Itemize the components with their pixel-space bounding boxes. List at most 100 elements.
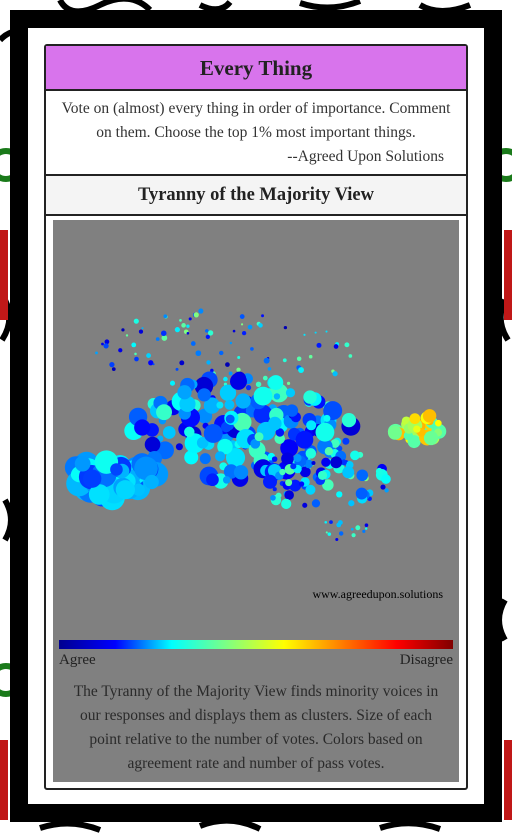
- cluster-point: [245, 385, 252, 391]
- cluster-point: [184, 426, 195, 438]
- cluster-point: [240, 323, 244, 326]
- cluster-point: [219, 384, 237, 401]
- legend-low: Agree: [59, 652, 96, 668]
- cluster-point: [216, 401, 224, 409]
- caption: The Tyranny of the Majority View finds m…: [73, 683, 439, 772]
- cluster-point: [207, 330, 214, 336]
- cluster-point: [175, 367, 179, 371]
- cluster-point: [196, 436, 209, 449]
- cluster-point: [384, 488, 389, 493]
- card: Every Thing Vote on (almost) every thing…: [44, 44, 468, 790]
- cluster-point: [409, 413, 421, 425]
- cluster-point: [210, 368, 214, 371]
- cluster-point: [193, 312, 199, 318]
- cluster-point: [355, 525, 361, 531]
- stripe: [504, 740, 512, 820]
- cluster-point: [285, 388, 296, 398]
- cluster-point: [198, 308, 204, 314]
- cluster-point: [362, 529, 366, 533]
- cluster-point: [344, 342, 350, 348]
- cluster-point: [215, 451, 226, 462]
- cluster-point: [247, 324, 253, 330]
- description-text: Vote on (almost) every thing in order of…: [61, 100, 451, 141]
- cluster-point: [364, 523, 369, 528]
- cluster-point: [146, 353, 151, 358]
- cluster-point: [156, 404, 173, 421]
- cluster-point: [324, 520, 328, 524]
- cluster-point: [340, 459, 347, 466]
- cluster-point: [205, 329, 209, 333]
- cluster-point: [290, 463, 297, 470]
- cluster-point: [317, 470, 328, 480]
- cluster-point: [279, 468, 286, 476]
- cluster-point: [342, 437, 350, 445]
- cluster-point: [305, 484, 316, 495]
- view-panel: www.agreedupon.solutions Agree Disagree …: [53, 220, 459, 782]
- cluster-point: [275, 428, 285, 437]
- cluster-point: [298, 481, 305, 487]
- cluster-point: [109, 361, 115, 368]
- cluster-point: [267, 367, 272, 371]
- cluster-point: [228, 371, 233, 376]
- cluster-point: [197, 388, 211, 402]
- cluster-point: [263, 357, 270, 364]
- cluster-point: [237, 356, 241, 360]
- cluster-point: [148, 360, 154, 366]
- cluster-point: [217, 438, 233, 455]
- cluster-point: [131, 342, 137, 348]
- cluster-point: [179, 360, 185, 366]
- cluster-point: [298, 367, 305, 373]
- cluster-point: [199, 453, 211, 465]
- cluster-point: [321, 457, 331, 467]
- cluster-point: [285, 479, 293, 487]
- cluster-point: [380, 484, 386, 490]
- cluster-point: [296, 356, 302, 361]
- cluster-point: [219, 350, 224, 356]
- cluster-point: [184, 450, 199, 465]
- cluster-point: [282, 358, 287, 363]
- cluster-point: [236, 367, 241, 372]
- cluster-point: [364, 527, 368, 530]
- cluster-point: [82, 469, 102, 488]
- cluster-point: [356, 469, 369, 482]
- cluster-point: [422, 409, 437, 423]
- cluster-point: [111, 367, 116, 371]
- cluster-point: [229, 372, 247, 390]
- cluster-point: [206, 473, 219, 487]
- color-scale: [59, 640, 453, 649]
- cluster-point: [311, 499, 321, 508]
- cluster-point: [239, 314, 245, 319]
- cluster-point: [303, 390, 317, 404]
- cluster-point: [121, 328, 125, 332]
- cluster-point: [253, 404, 273, 424]
- cluster-point: [225, 414, 235, 424]
- cluster-point: [286, 381, 291, 385]
- cluster-point: [186, 331, 190, 335]
- cluster-point: [283, 325, 288, 330]
- cluster-point: [195, 350, 202, 357]
- cluster-point: [206, 360, 211, 365]
- cluster-point: [316, 342, 322, 348]
- cluster-point: [160, 330, 167, 337]
- cluster-point: [104, 339, 110, 345]
- cluster-point: [271, 456, 278, 462]
- cluster-point: [174, 327, 181, 333]
- cluster-point: [74, 455, 91, 472]
- description: Vote on (almost) every thing in order of…: [46, 91, 466, 176]
- cluster-point: [330, 456, 343, 469]
- cluster-point: [350, 527, 354, 531]
- cluster-point: [118, 348, 123, 353]
- cluster-point: [332, 371, 338, 377]
- watermark: www.agreedupon.solutions: [312, 587, 443, 601]
- cluster-point: [336, 522, 342, 528]
- view-title: Tyranny of the Majority View: [46, 176, 466, 216]
- cluster-point: [155, 337, 160, 341]
- cluster-point: [348, 354, 353, 358]
- cluster-point: [261, 314, 265, 318]
- cluster-point: [302, 502, 308, 508]
- cluster-point: [322, 479, 334, 491]
- cluster-point: [336, 491, 343, 498]
- cluster-point: [186, 324, 190, 328]
- cluster-point: [115, 480, 135, 500]
- cluster-point: [329, 520, 333, 524]
